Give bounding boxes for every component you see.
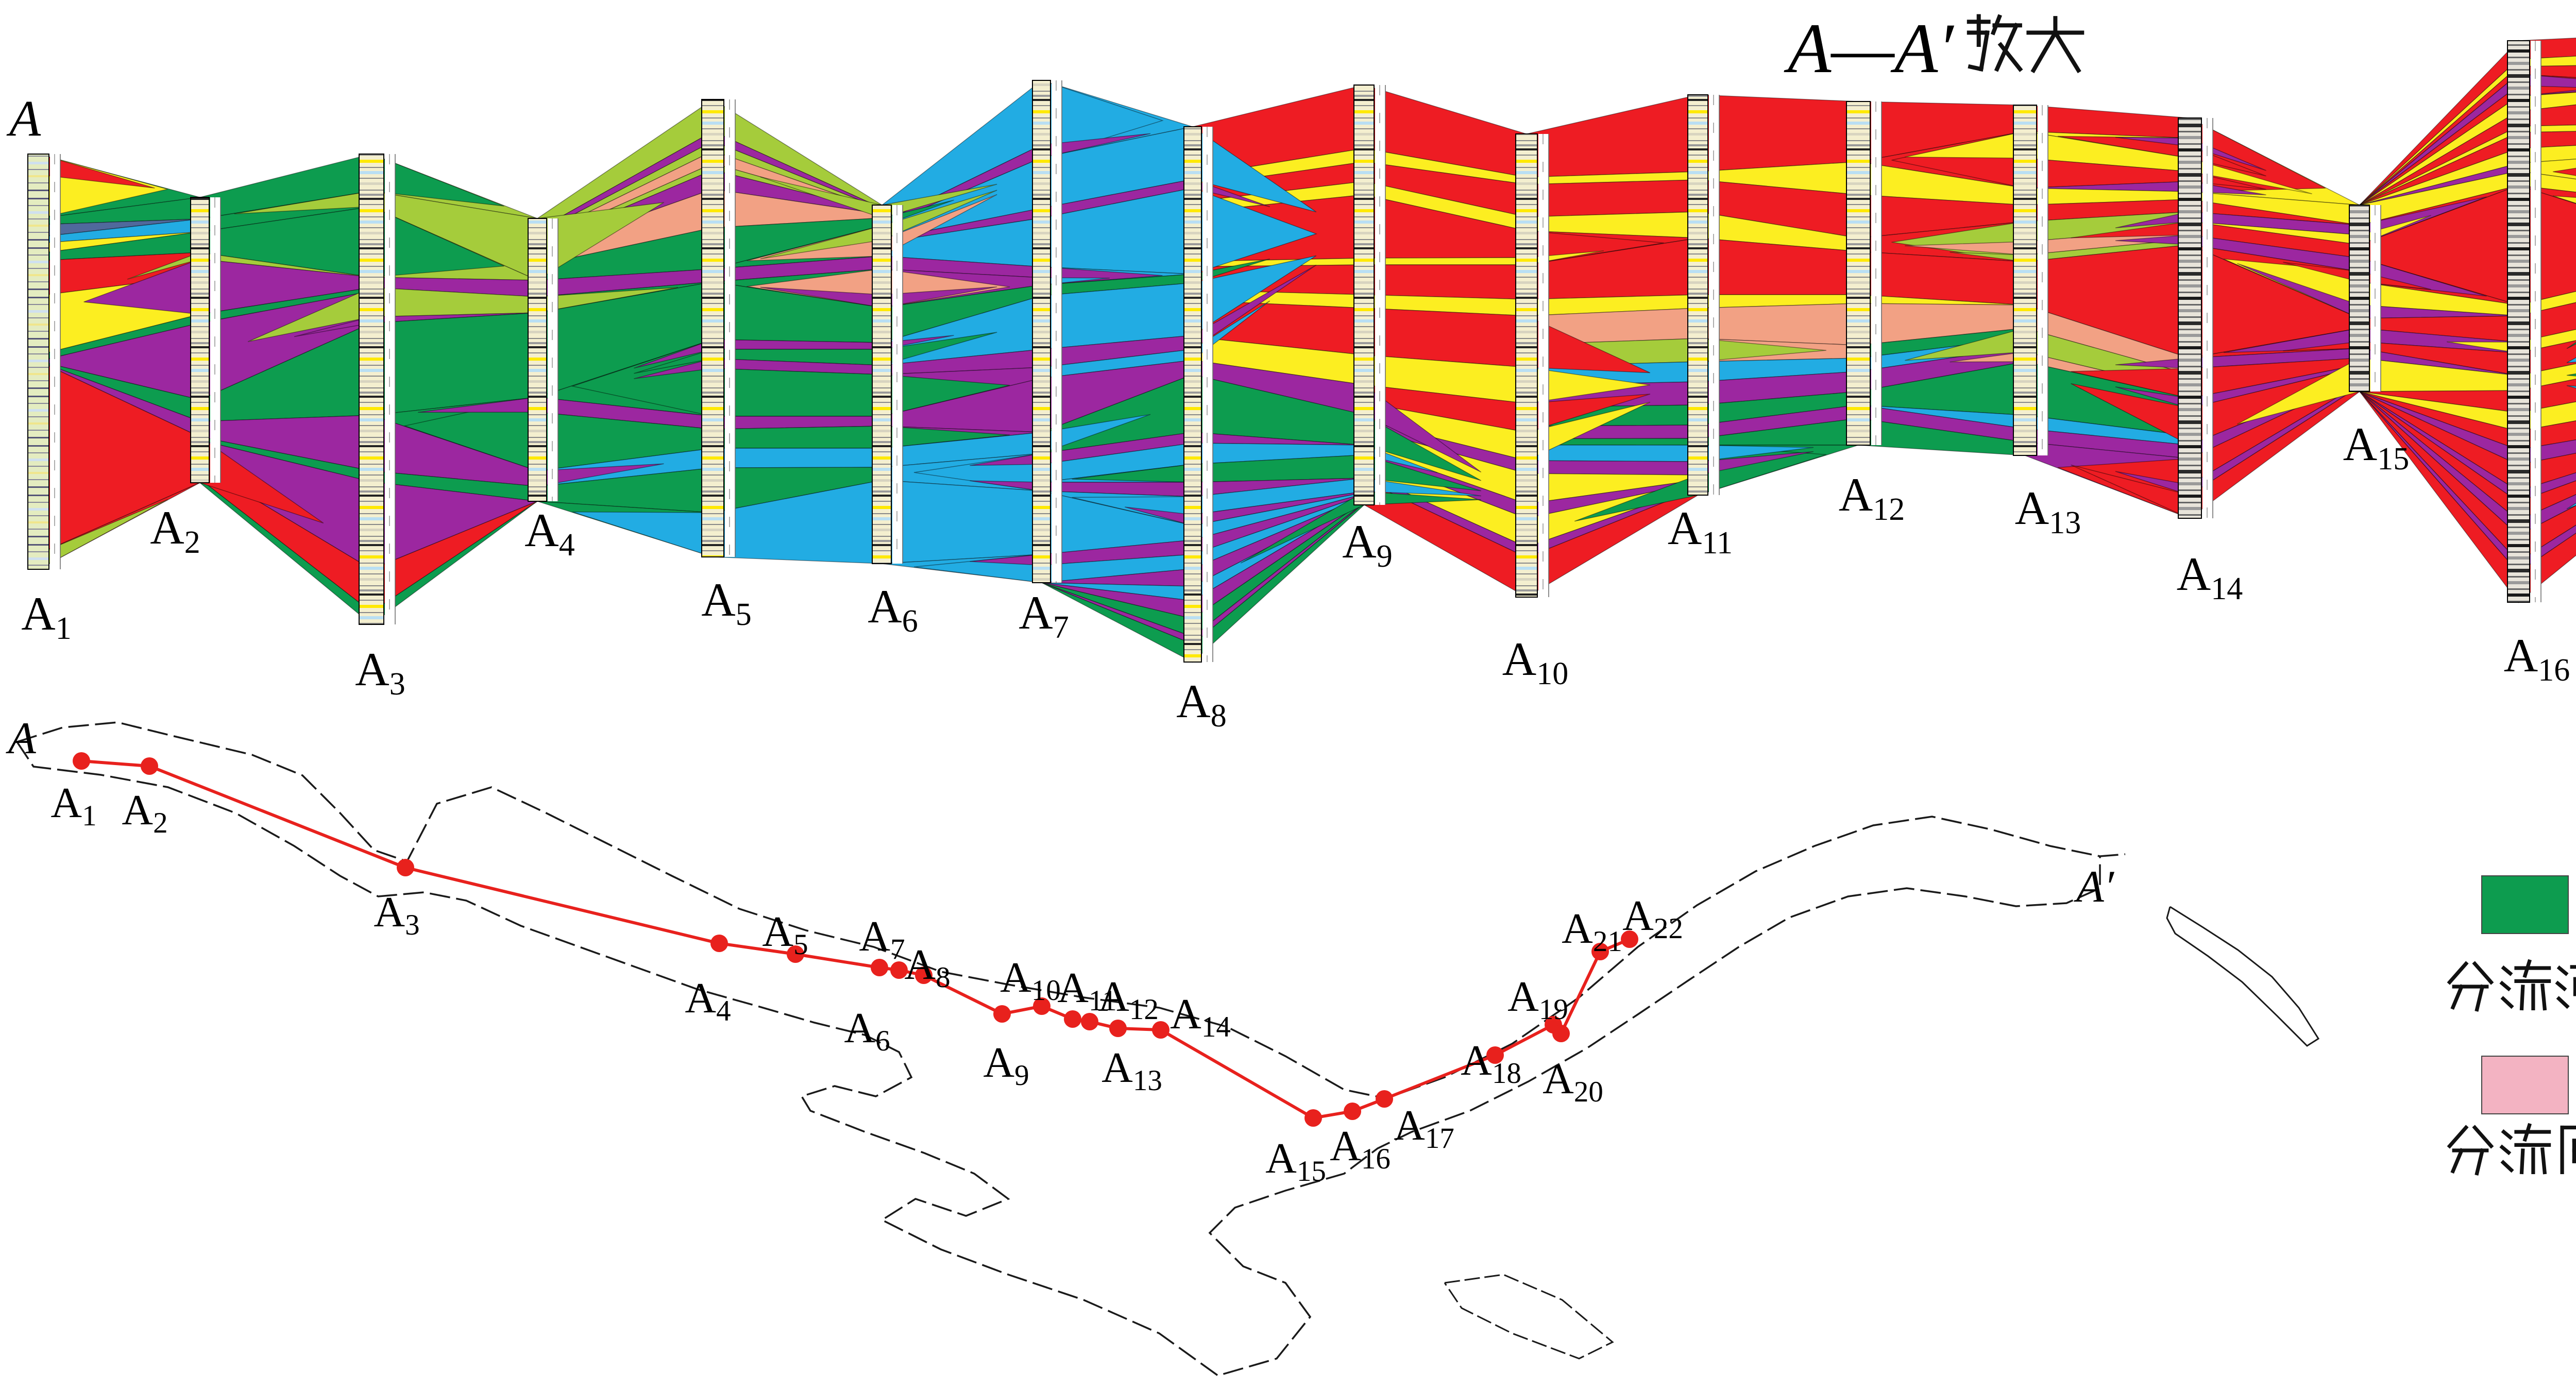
svg-text:A7: A7: [1019, 586, 1069, 645]
svg-text:A6: A6: [868, 580, 918, 639]
svg-text:A8: A8: [904, 941, 950, 994]
svg-text:A16: A16: [2504, 629, 2570, 688]
svg-text:A: A: [6, 90, 41, 147]
svg-text:A—A′: A—A′: [1784, 9, 1954, 88]
svg-text:A15: A15: [2343, 418, 2409, 477]
svg-text:A12: A12: [1839, 468, 1905, 527]
svg-text:A: A: [6, 714, 37, 764]
svg-text:A9: A9: [1342, 515, 1392, 574]
svg-text:A17: A17: [1394, 1101, 1454, 1155]
svg-text:A4: A4: [524, 504, 574, 563]
svg-text:A12: A12: [1098, 973, 1159, 1026]
svg-text:A′: A′: [2074, 862, 2115, 912]
